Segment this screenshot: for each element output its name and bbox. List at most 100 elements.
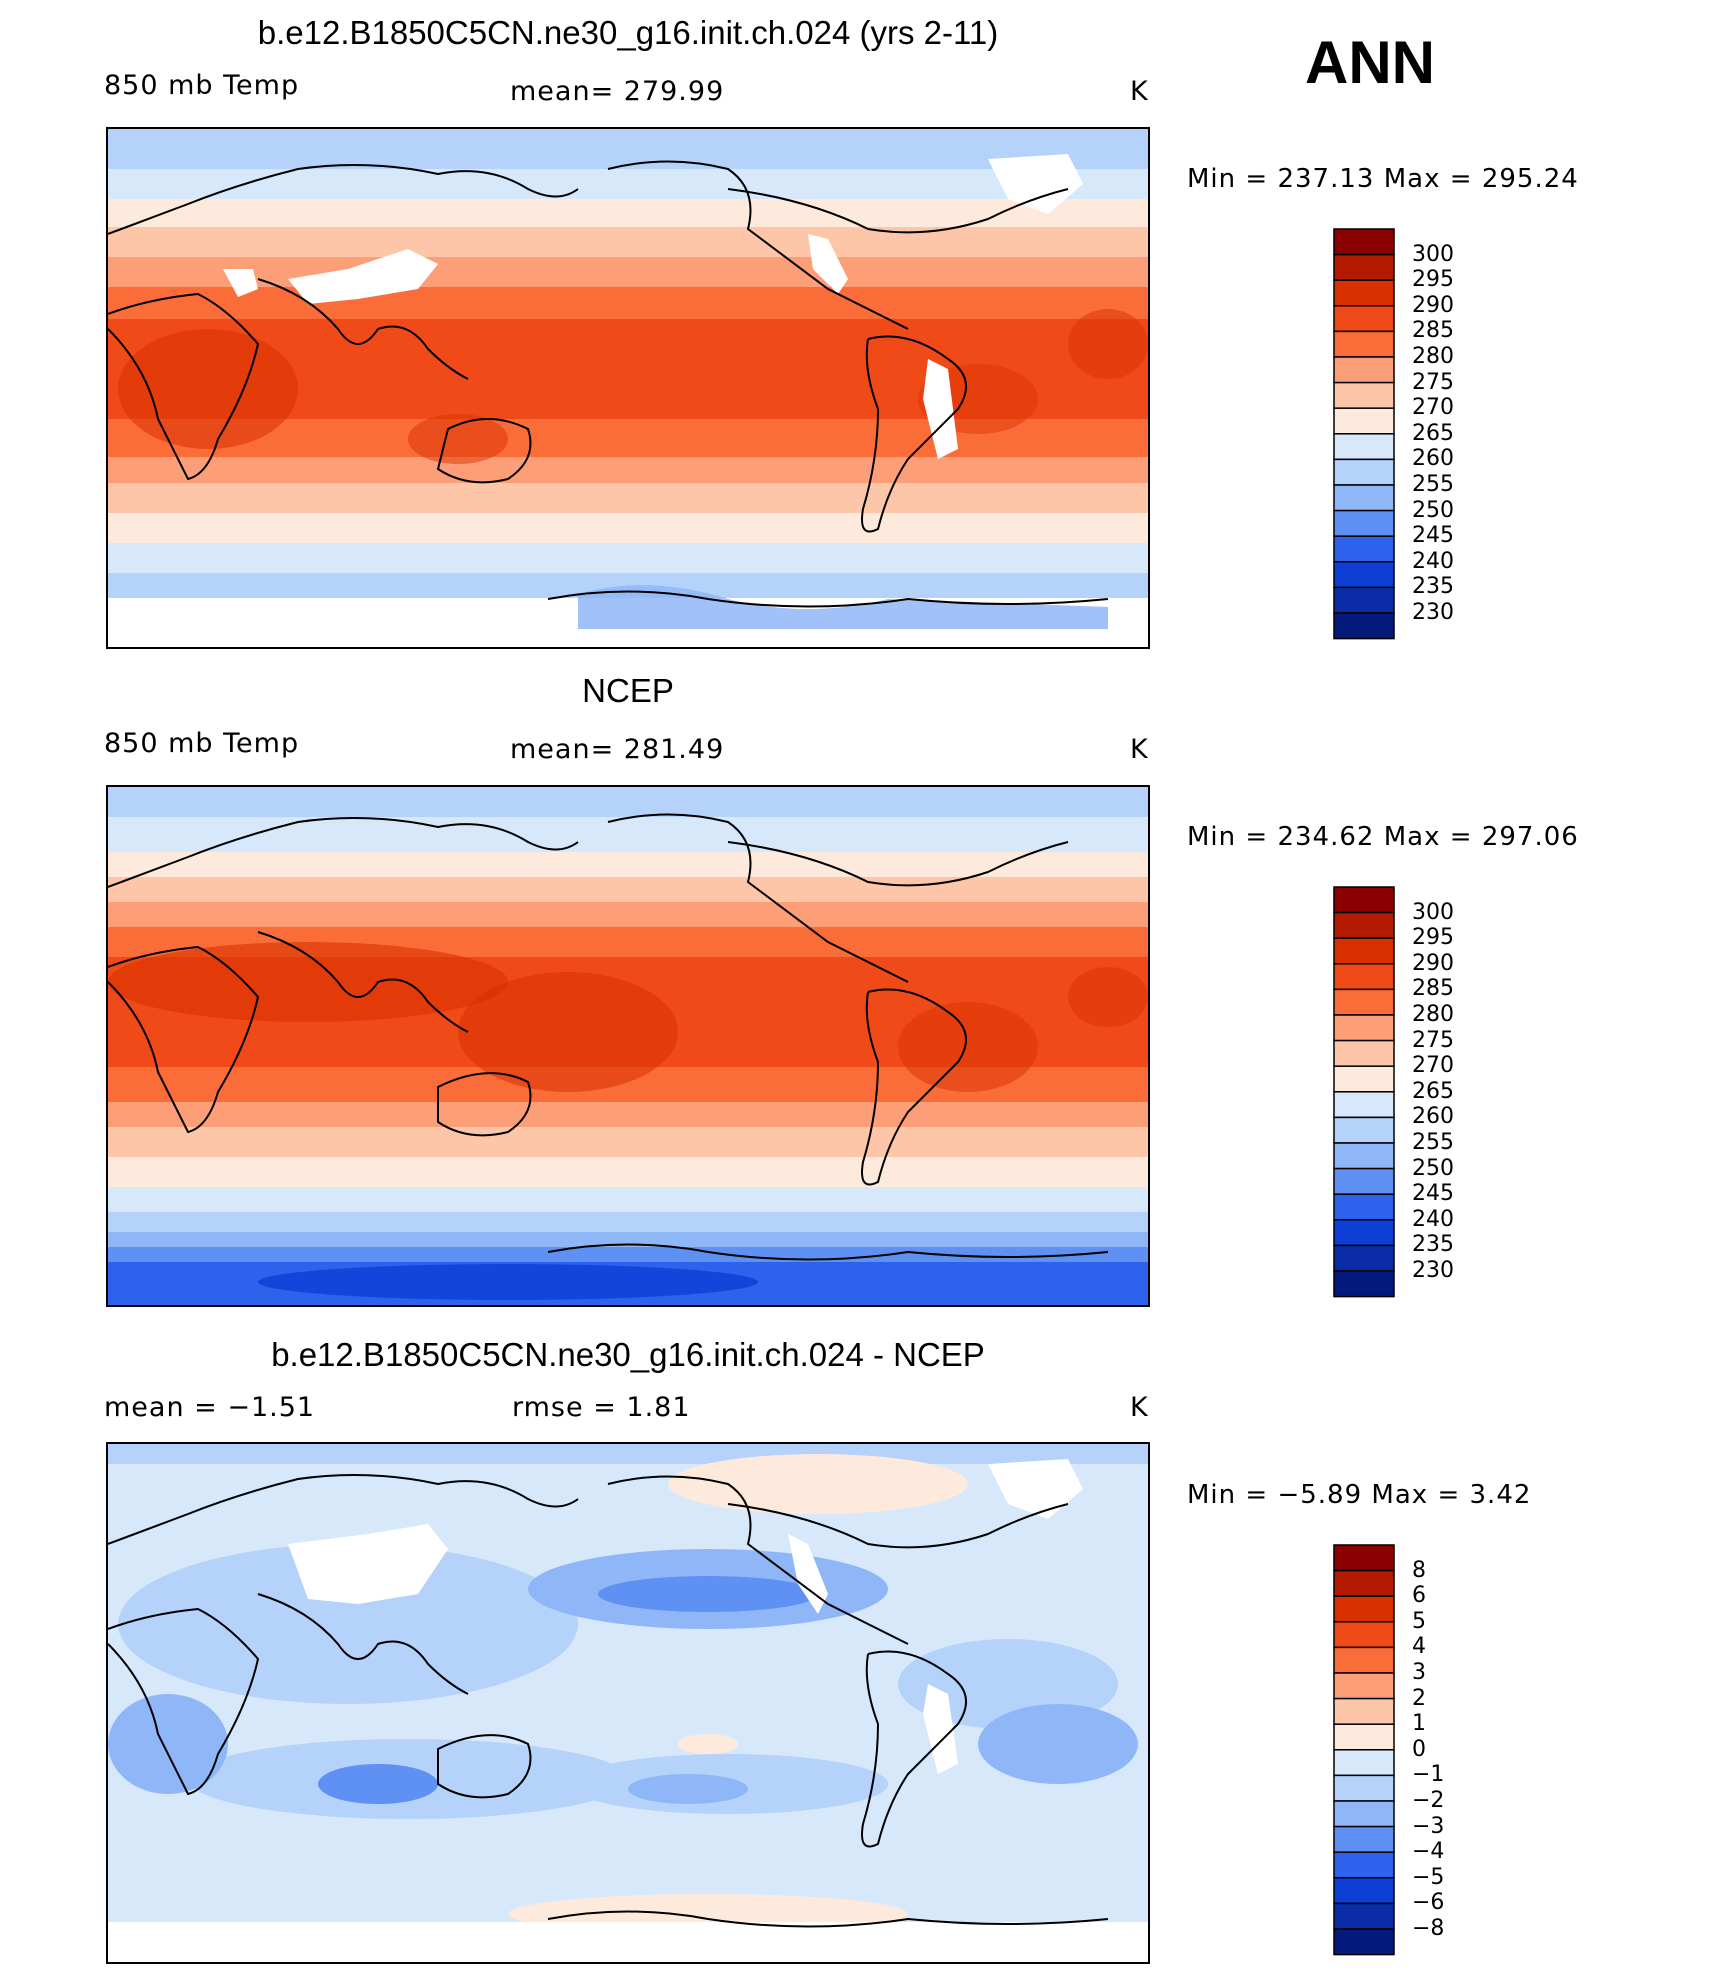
panel3-title: b.e12.B1850C5CN.ne30_g16.init.ch.024 - N… xyxy=(271,1336,985,1373)
colorbar-tick-label: −1 xyxy=(1412,1762,1445,1788)
panel3-mean-label: mean = −1.51 xyxy=(104,1392,316,1423)
colorbar-tick-label: 270 xyxy=(1412,395,1454,421)
colorbar-swatch xyxy=(1333,381,1395,409)
colorbar-swatch xyxy=(1333,1544,1395,1572)
colorbar-tick-label: 280 xyxy=(1412,1002,1454,1027)
colorbar-swatch xyxy=(1333,1167,1395,1195)
colorbar-swatch xyxy=(1333,484,1395,512)
colorbar-swatch xyxy=(1333,1877,1395,1905)
colorbar-swatch xyxy=(1333,1065,1395,1093)
colorbar-swatch xyxy=(1333,228,1395,256)
panel2-units: K xyxy=(1130,734,1149,765)
panel1-mean-label: mean= 279.99 xyxy=(510,76,725,107)
colorbar-swatch xyxy=(1333,1595,1395,1623)
colorbar-swatch xyxy=(1333,1774,1395,1802)
panel3-min-label: Min xyxy=(1187,1480,1237,1510)
colorbar-tick-label: 285 xyxy=(1412,976,1454,1002)
colorbar-tick-label: 260 xyxy=(1412,1104,1454,1130)
colorbar-tick-label: 230 xyxy=(1412,1258,1454,1283)
panel1-field-label: 850 mb Temp xyxy=(104,70,300,101)
colorbar-swatch xyxy=(1333,1116,1395,1144)
colorbar-tick-label: 300 xyxy=(1412,899,1454,925)
colorbar-tick-label: 295 xyxy=(1412,267,1454,293)
panel1-minmax: Min = 237.13 Max = 295.24 xyxy=(1187,164,1579,194)
colorbar-swatch xyxy=(1333,1928,1395,1956)
colorbar-tick-label: 1 xyxy=(1412,1711,1426,1737)
colorbar-tick-label: 240 xyxy=(1412,548,1454,574)
panel1-map xyxy=(106,127,1150,649)
panel2-map xyxy=(106,785,1150,1307)
colorbar-swatch xyxy=(1333,1244,1395,1272)
panel2-minmax: Min = 234.62 Max = 297.06 xyxy=(1187,822,1579,852)
panel1-max-value: 295.24 xyxy=(1481,164,1579,194)
colorbar-swatch xyxy=(1333,1749,1395,1777)
colorbar-tick-label: 275 xyxy=(1412,369,1454,395)
panel3-min-value: −5.89 xyxy=(1277,1480,1363,1510)
colorbar-swatch xyxy=(1333,1569,1395,1597)
colorbar-tick-label: 245 xyxy=(1412,1181,1454,1207)
colorbar-tick-label: −3 xyxy=(1412,1813,1445,1839)
colorbar-swatch xyxy=(1333,1091,1395,1119)
panel2-colorbar xyxy=(1333,886,1397,1298)
season-label: ANN xyxy=(1305,29,1435,96)
colorbar-swatch xyxy=(1333,963,1395,991)
colorbar-tick-label: 285 xyxy=(1412,318,1454,344)
panel3-minmax: Min = −5.89 Max = 3.42 xyxy=(1187,1480,1532,1510)
colorbar-swatch xyxy=(1333,1193,1395,1221)
colorbar-tick-label: 280 xyxy=(1412,344,1454,369)
colorbar-swatch xyxy=(1333,988,1395,1016)
colorbar-swatch xyxy=(1333,509,1395,537)
colorbar-tick-label: −4 xyxy=(1412,1839,1445,1865)
panel3-map xyxy=(106,1442,1150,1964)
colorbar-swatch xyxy=(1333,1902,1395,1930)
colorbar-tick-label: 8 xyxy=(1412,1557,1426,1583)
panel3-rmse-label: rmse = 1.81 xyxy=(512,1392,691,1423)
colorbar-swatch xyxy=(1333,279,1395,307)
panel1-max-label: Max xyxy=(1383,164,1441,194)
colorbar-tick-label: −5 xyxy=(1412,1864,1445,1890)
colorbar-tick-label: 250 xyxy=(1412,1155,1454,1181)
colorbar-tick-label: 275 xyxy=(1412,1027,1454,1053)
panel2-field-label: 850 mb Temp xyxy=(104,728,300,759)
panel1-min-value: 237.13 xyxy=(1277,164,1375,194)
colorbar-swatch xyxy=(1333,1014,1395,1042)
colorbar-swatch xyxy=(1333,886,1395,914)
colorbar-tick-label: 250 xyxy=(1412,497,1454,523)
colorbar-tick-label: 0 xyxy=(1412,1736,1426,1762)
colorbar-tick-label: 290 xyxy=(1412,292,1454,318)
colorbar-tick-label: −8 xyxy=(1412,1916,1445,1941)
colorbar-tick-label: −2 xyxy=(1412,1788,1445,1813)
colorbar-swatch xyxy=(1333,1697,1395,1725)
colorbar-swatch xyxy=(1333,305,1395,333)
colorbar-tick-label: 6 xyxy=(1412,1583,1426,1609)
colorbar-tick-label: 260 xyxy=(1412,446,1454,472)
colorbar-swatch xyxy=(1333,1851,1395,1879)
colorbar-tick-label: 265 xyxy=(1412,420,1454,446)
colorbar-tick-label: 255 xyxy=(1412,472,1454,497)
colorbar-tick-label: 5 xyxy=(1412,1608,1426,1634)
panel1-colorbar xyxy=(1333,228,1397,640)
panel2-max-value: 297.06 xyxy=(1481,822,1579,852)
panel2-mean-label: mean= 281.49 xyxy=(510,734,725,765)
colorbar-swatch xyxy=(1333,433,1395,461)
panel1-units: K xyxy=(1130,76,1149,107)
colorbar-swatch xyxy=(1333,330,1395,358)
panel1-title: b.e12.B1850C5CN.ne30_g16.init.ch.024 (yr… xyxy=(257,14,999,51)
colorbar-tick-label: 2 xyxy=(1412,1685,1426,1711)
colorbar-swatch xyxy=(1333,356,1395,384)
panel2-min-label: Min xyxy=(1187,822,1237,852)
colorbar-tick-label: −6 xyxy=(1412,1890,1445,1916)
colorbar-swatch xyxy=(1333,1621,1395,1649)
colorbar-tick-label: 300 xyxy=(1412,241,1454,267)
colorbar-tick-label: 245 xyxy=(1412,523,1454,549)
colorbar-tick-label: 4 xyxy=(1412,1634,1426,1660)
colorbar-swatch xyxy=(1333,1800,1395,1828)
colorbar-swatch xyxy=(1333,1723,1395,1751)
colorbar-tick-label: 270 xyxy=(1412,1053,1454,1079)
panel3-max-value: 3.42 xyxy=(1469,1480,1532,1510)
panel3-units: K xyxy=(1130,1392,1149,1423)
colorbar-swatch xyxy=(1333,1825,1395,1853)
colorbar-swatch xyxy=(1333,1142,1395,1170)
colorbar-swatch xyxy=(1333,458,1395,486)
colorbar-swatch xyxy=(1333,1270,1395,1298)
